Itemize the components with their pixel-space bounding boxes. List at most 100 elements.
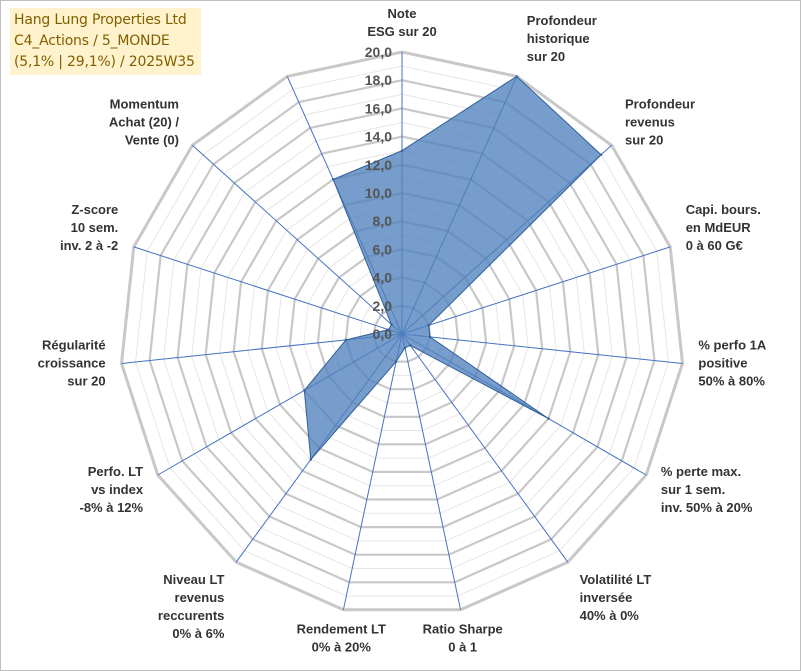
radial-tick-label: 10,0 bbox=[365, 185, 392, 201]
grid-ring bbox=[260, 191, 544, 473]
axis-label: % perfo 1A positive 50% à 80% bbox=[698, 338, 767, 389]
axis-label-line: 0% à 20% bbox=[312, 640, 372, 655]
axis-label-line: sur 1 sem. bbox=[661, 482, 725, 497]
radial-tick-label: 8,0 bbox=[373, 213, 393, 229]
spoke-line bbox=[401, 246, 671, 335]
axis-label-line: ESG sur 20 bbox=[367, 24, 436, 39]
data-point bbox=[409, 344, 412, 347]
axis-label: Profondeur historique sur 20 bbox=[527, 13, 597, 64]
spoke-line bbox=[192, 144, 403, 335]
axis-label-line: revenus bbox=[175, 590, 225, 605]
axis-label-line: Capi. bours. bbox=[686, 202, 761, 217]
series-area bbox=[303, 75, 602, 461]
axis-label-line: reccurents bbox=[158, 608, 224, 623]
title-line-3: (5,1% | 29,1%) / 2025W35 bbox=[14, 54, 195, 70]
axis-label: Niveau LT revenus reccurents 0% à 6% bbox=[158, 572, 225, 641]
axis-label-line: inv. 2 à -2 bbox=[60, 238, 118, 253]
data-point bbox=[344, 338, 348, 342]
spoke-line bbox=[342, 333, 403, 610]
axis-label: Z-score 10 sem. inv. 2 à -2 bbox=[60, 202, 118, 253]
axis-label-line: Rendement LT bbox=[297, 622, 386, 637]
grid-ring bbox=[316, 248, 488, 418]
grid-ring bbox=[119, 50, 685, 612]
axis-label-line: Volatilité LT bbox=[580, 572, 652, 587]
axis-label-line: historique bbox=[527, 31, 590, 46]
data-point bbox=[309, 458, 312, 461]
axis-label-line: Vente (0) bbox=[125, 133, 179, 148]
data-point bbox=[332, 178, 335, 181]
axis-label-line: 0 à 1 bbox=[448, 640, 477, 655]
axis-label-line: Note bbox=[388, 6, 417, 21]
data-point bbox=[400, 149, 404, 152]
data-point bbox=[428, 335, 432, 339]
axis-label-line: inversée bbox=[580, 590, 633, 605]
grid-ring-minor bbox=[303, 234, 501, 431]
radial-tick-label: 20,0 bbox=[365, 44, 392, 60]
axis-label: Rendement LT 0% à 20% bbox=[297, 622, 386, 655]
radial-tick-label: 14,0 bbox=[365, 129, 392, 145]
grid-ring-minor bbox=[163, 93, 641, 569]
grid-ring-minor bbox=[135, 65, 669, 597]
data-point bbox=[387, 328, 390, 331]
grid-ring bbox=[176, 107, 628, 556]
grid-ring-minor bbox=[275, 206, 529, 459]
axis-label: Volatilité LT inversée 40% à 0% bbox=[580, 572, 652, 623]
grid-ring bbox=[344, 276, 460, 391]
axis-label-line: sur 20 bbox=[67, 374, 105, 389]
spoke-line bbox=[401, 333, 462, 610]
data-point bbox=[403, 346, 407, 349]
axis-label-line: Perfo. LT bbox=[88, 464, 143, 479]
title-line-1: Hang Lung Properties Ltd bbox=[14, 12, 187, 28]
radial-tick-label: 12,0 bbox=[365, 157, 392, 173]
axis-label: Note ESG sur 20 bbox=[367, 6, 436, 39]
axis-label-line: Achat (20) / bbox=[109, 115, 179, 130]
axis-label-line: revenus bbox=[625, 115, 675, 130]
title-line-2: C4_Actions / 5_MONDE bbox=[14, 33, 170, 49]
grid-ring-minor bbox=[331, 262, 473, 404]
data-point bbox=[390, 323, 393, 326]
grid-ring bbox=[204, 135, 600, 529]
axis-label-line: 50% à 80% bbox=[698, 374, 765, 389]
axis-label: Capi. bours. en MdEUR 0 à 60 G€ bbox=[686, 202, 761, 253]
axis-label-line: sur 20 bbox=[625, 133, 663, 148]
axis-label: Momentum Achat (20) / Vente (0) bbox=[109, 97, 179, 148]
grid-ring-minor bbox=[247, 178, 557, 487]
data-point bbox=[599, 153, 603, 156]
axis-label-line: Z-score bbox=[71, 202, 118, 217]
axis-label-line: 10 sem. bbox=[71, 220, 119, 235]
axis-label-line: % perte max. bbox=[661, 464, 741, 479]
radial-tick-label: 2,0 bbox=[373, 298, 393, 314]
axis-label-line: inv. 50% à 20% bbox=[661, 500, 753, 515]
data-point bbox=[547, 417, 550, 420]
axis-label-line: en MdEUR bbox=[686, 220, 752, 235]
axis-label-line: Ratio Sharpe bbox=[423, 622, 503, 637]
radial-tick-label: 6,0 bbox=[373, 241, 393, 257]
radial-tick-label: 16,0 bbox=[365, 100, 392, 116]
axis-label: Perfo. LT vs index -8% à 12% bbox=[80, 464, 144, 515]
axis-label-line: vs index bbox=[91, 482, 144, 497]
axis-label: % perte max. sur 1 sem. inv. 50% à 20% bbox=[661, 464, 753, 515]
grid-ring-minor bbox=[219, 150, 585, 514]
axis-label-line: 0% à 6% bbox=[172, 626, 224, 641]
axis-label-line: Momentum bbox=[110, 97, 179, 112]
grid-ring bbox=[288, 220, 516, 446]
axis-label-line: 0 à 60 G€ bbox=[686, 238, 743, 253]
axis-label-line: 40% à 0% bbox=[580, 608, 640, 623]
axis-label-line: Profondeur bbox=[625, 97, 695, 112]
grid-ring bbox=[148, 79, 656, 584]
axis-label-line: croissance bbox=[38, 356, 106, 371]
grid-ring bbox=[232, 163, 572, 501]
axis-label: Profondeur revenus sur 20 bbox=[625, 97, 695, 148]
data-point bbox=[515, 75, 518, 78]
data-point bbox=[394, 360, 398, 363]
axis-label-line: positive bbox=[698, 356, 747, 371]
axis-label-line: Profondeur bbox=[527, 13, 597, 28]
chart-title-box: Hang Lung Properties Ltd C4_Actions / 5_… bbox=[10, 8, 201, 75]
axis-label-line: Régularité bbox=[42, 338, 106, 353]
radial-tick-label: 0,0 bbox=[373, 326, 393, 342]
axis-label-line: % perfo 1A bbox=[698, 338, 767, 353]
data-point bbox=[427, 324, 430, 327]
axis-label-line: -8% à 12% bbox=[80, 500, 144, 515]
axis-label-line: sur 20 bbox=[527, 49, 565, 64]
